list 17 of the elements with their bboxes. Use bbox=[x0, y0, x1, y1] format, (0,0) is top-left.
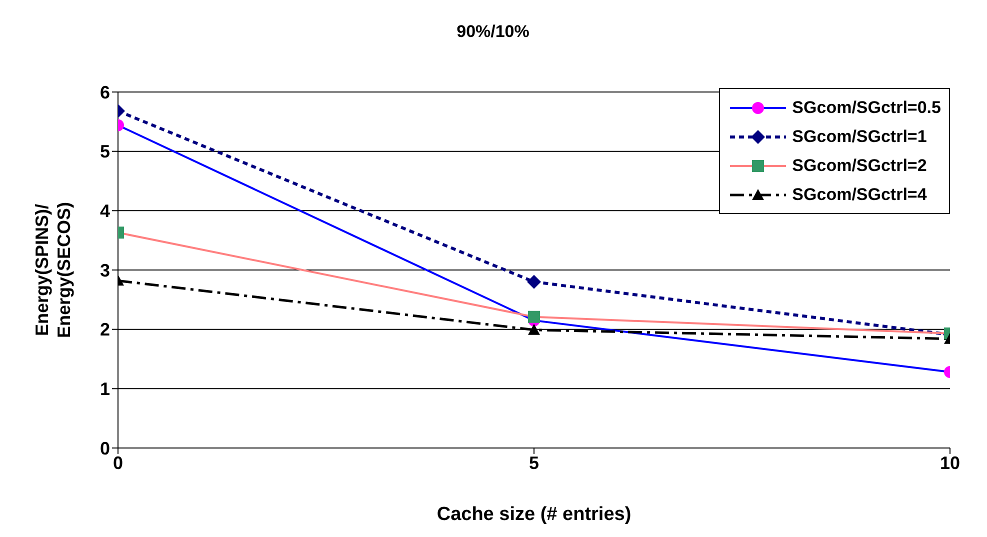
y-tick-label: 5 bbox=[100, 142, 110, 162]
y-tick-label: 6 bbox=[100, 82, 110, 102]
legend-label: SGcom/SGctrl=1 bbox=[792, 126, 927, 146]
legend-label: SGcom/SGctrl=2 bbox=[792, 156, 927, 176]
chart-title: 90%/10% bbox=[456, 22, 530, 42]
y-tick-label: 2 bbox=[100, 320, 110, 340]
x-tick-label: 0 bbox=[112, 452, 124, 473]
y-axis-title: Energy(SPINS)/ Energy(SECOS) bbox=[32, 202, 74, 338]
x-axis-title: Cache size (# entries) bbox=[436, 504, 632, 525]
legend-label: SGcom/SGctrl=0.5 bbox=[792, 98, 941, 118]
y-tick-label: 1 bbox=[100, 379, 110, 400]
x-tick-label: 10 bbox=[940, 452, 960, 473]
y-tick-label: 3 bbox=[100, 260, 110, 280]
y-tick-label: 4 bbox=[100, 201, 110, 222]
legend-label: SGcom/SGctrl=4 bbox=[792, 184, 927, 204]
y-tick-label: 0 bbox=[100, 438, 110, 458]
x-tick-label: 5 bbox=[528, 452, 540, 473]
